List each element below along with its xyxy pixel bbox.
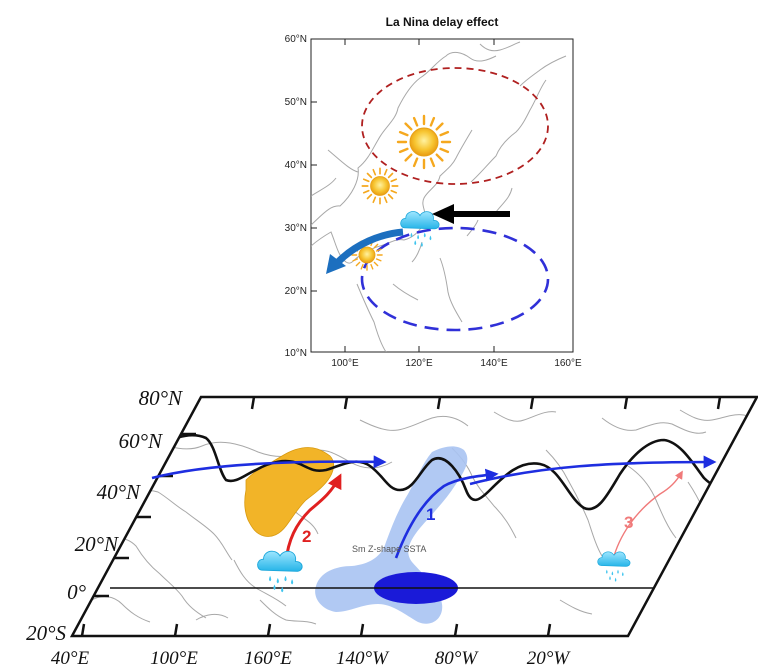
lat-label: 20°S bbox=[26, 621, 66, 645]
lon-label: 120°E bbox=[405, 358, 433, 369]
lon-label: 160°E bbox=[554, 358, 582, 369]
lat-label: 50°N bbox=[285, 97, 307, 108]
top-map-frame bbox=[310, 38, 574, 353]
lon-label: 140°W bbox=[336, 648, 390, 669]
bottom-map-lon-ticks bbox=[80, 396, 722, 637]
lon-label: 100°E bbox=[331, 358, 359, 369]
lat-label: 80°N bbox=[139, 386, 183, 410]
lat-label: 20°N bbox=[285, 286, 307, 297]
blue-flow-arrow bbox=[326, 228, 404, 274]
bottom-map: 1 2 3 Sm Z-shape SSTA 80°N 60°N 40°N 20°… bbox=[26, 386, 758, 669]
bottom-map-frame bbox=[69, 395, 758, 638]
sun-icon bbox=[396, 114, 452, 170]
path-1-arrow bbox=[394, 468, 499, 559]
path-number-2: 2 bbox=[302, 527, 311, 546]
sun-icon bbox=[361, 167, 399, 205]
path-number-3: 3 bbox=[624, 513, 633, 532]
lon-label: 20°W bbox=[527, 648, 572, 669]
lat-label: 60°N bbox=[285, 34, 307, 45]
lon-label: 100°E bbox=[150, 648, 198, 669]
lat-label: 60°N bbox=[119, 429, 163, 453]
lon-label: 80°W bbox=[435, 648, 480, 669]
lat-label: 0° bbox=[67, 580, 87, 604]
cool-anomaly-ellipse bbox=[360, 226, 550, 332]
top-map-lon-labels: 100°E 120°E 140°E 160°E bbox=[331, 358, 582, 369]
jet-stream-arrows bbox=[151, 455, 717, 559]
top-map-title: La Nina delay effect bbox=[386, 15, 499, 29]
lat-label: 40°N bbox=[285, 160, 307, 171]
path-number-1: 1 bbox=[426, 505, 435, 524]
bottom-map-lat-labels: 80°N 60°N 40°N 20°N 0° 20°S bbox=[26, 386, 183, 645]
lon-label: 40°E bbox=[51, 648, 90, 669]
lon-label: 160°E bbox=[244, 648, 292, 669]
bottom-map-lon-labels: 40°E 100°E 160°E 140°W 80°W 20°W bbox=[51, 648, 571, 669]
lon-label: 140°E bbox=[480, 358, 508, 369]
top-map-lat-labels: 60°N 50°N 40°N 30°N 20°N 10°N bbox=[285, 34, 307, 359]
path-2-arrow bbox=[284, 473, 342, 563]
top-map-ticks bbox=[311, 38, 495, 352]
warm-anomaly-ellipse bbox=[361, 67, 549, 185]
lat-label: 10°N bbox=[285, 348, 307, 359]
lat-label: 40°N bbox=[97, 480, 141, 504]
path-3-arrow bbox=[613, 470, 683, 557]
lat-label: 20°N bbox=[75, 532, 119, 556]
black-flow-arrow bbox=[432, 204, 510, 224]
rossby-wave-line bbox=[149, 433, 727, 511]
top-map: La Nina delay effect bbox=[285, 15, 582, 369]
lat-label: 30°N bbox=[285, 223, 307, 234]
ssta-annotation: Sm Z-shape SSTA bbox=[352, 544, 426, 554]
ssta-z-band bbox=[315, 446, 468, 624]
